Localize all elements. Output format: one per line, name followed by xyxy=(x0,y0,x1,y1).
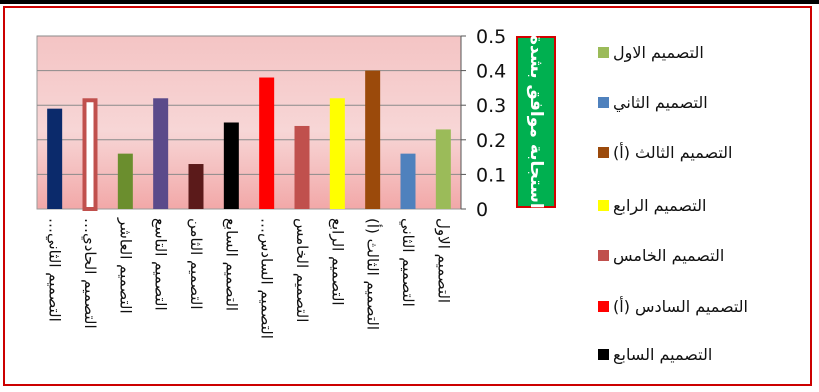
x-tick-labels: التصميم الثاني… التصميم الحادي… التصميم ال… xyxy=(45,217,453,339)
legend-item: التصميم الرابع xyxy=(598,193,803,217)
legend-swatch xyxy=(598,300,609,312)
x-tick-label: التصميم الثاني xyxy=(398,218,417,307)
x-tick-label: التصميم الرابع xyxy=(328,218,346,306)
y-tick-label: 0.4 xyxy=(476,61,506,83)
y-tick-label: 0 xyxy=(476,199,488,221)
legend-item: التصميم الثالث (أ) xyxy=(598,140,803,164)
bar xyxy=(188,164,204,209)
plot-area xyxy=(36,35,462,210)
x-tick-label: التصميم الاول xyxy=(434,218,452,303)
bar xyxy=(82,98,98,211)
bar xyxy=(329,98,345,209)
legend-swatch xyxy=(598,348,609,360)
bars xyxy=(47,70,451,211)
legend-swatch xyxy=(598,146,609,158)
legend-item: التصميم الثاني xyxy=(598,90,803,114)
y-tick-label: 0.2 xyxy=(476,130,506,152)
y-ticks: 0 0.1 0.2 0.3 0.4 0.5 xyxy=(476,26,506,221)
legend-item: التصميم الاول xyxy=(598,40,803,64)
chart-frame xyxy=(3,6,812,386)
legend-item: التصميم الخامس xyxy=(598,243,803,267)
bar xyxy=(223,122,239,209)
x-tick-label: التصميم الثالث (أ) xyxy=(364,218,383,330)
x-tick-label: التصميم الثاني… xyxy=(45,218,64,322)
x-tick-label: التصميم الثامن xyxy=(187,218,205,310)
top-border xyxy=(0,0,819,4)
x-tick-label: التصميم العاشر xyxy=(116,217,134,314)
bar xyxy=(365,70,381,209)
legend-label: التصميم السابع xyxy=(613,344,713,364)
x-tick-label: التصميم الحادي… xyxy=(80,218,99,329)
x-tick-label: التصميم السادس… xyxy=(258,218,276,339)
bar xyxy=(117,153,133,209)
axis xyxy=(460,35,466,210)
y-tick-label: 0.3 xyxy=(476,95,506,117)
y-tick-label: 0.5 xyxy=(476,26,506,48)
legend-label: التصميم الثاني xyxy=(613,92,708,112)
legend-label: التصميم الرابع xyxy=(613,195,707,215)
bar xyxy=(435,129,451,209)
legend-item: التصميم السابع xyxy=(598,342,803,366)
y-tick-label: 0.1 xyxy=(476,164,506,186)
legend-label: التصميم الخامس xyxy=(613,245,725,265)
legend-swatch xyxy=(598,96,609,108)
legend-swatch xyxy=(598,46,609,58)
legend-label: التصميم الثالث (أ) xyxy=(613,142,733,162)
y-axis-label-box: استجابة موافق بشدة xyxy=(516,35,556,209)
bar xyxy=(294,125,310,209)
legend-swatch xyxy=(598,249,609,261)
legend-item: التصميم السادس (أ) xyxy=(598,294,803,318)
y-axis-label: استجابة موافق بشدة xyxy=(526,35,546,209)
x-tick-label: التصميم التاسع xyxy=(152,218,170,311)
bar xyxy=(259,77,275,210)
legend-label: التصميم السادس (أ) xyxy=(613,296,748,316)
legend-label: التصميم الاول xyxy=(613,42,704,62)
gridlines xyxy=(37,35,461,175)
x-tick-label: التصميم السابع xyxy=(222,218,240,311)
bar xyxy=(47,108,63,209)
bar xyxy=(153,98,169,209)
legend-swatch xyxy=(598,199,609,211)
bar xyxy=(400,153,416,209)
x-tick-label: التصميم الخامس xyxy=(293,218,311,322)
